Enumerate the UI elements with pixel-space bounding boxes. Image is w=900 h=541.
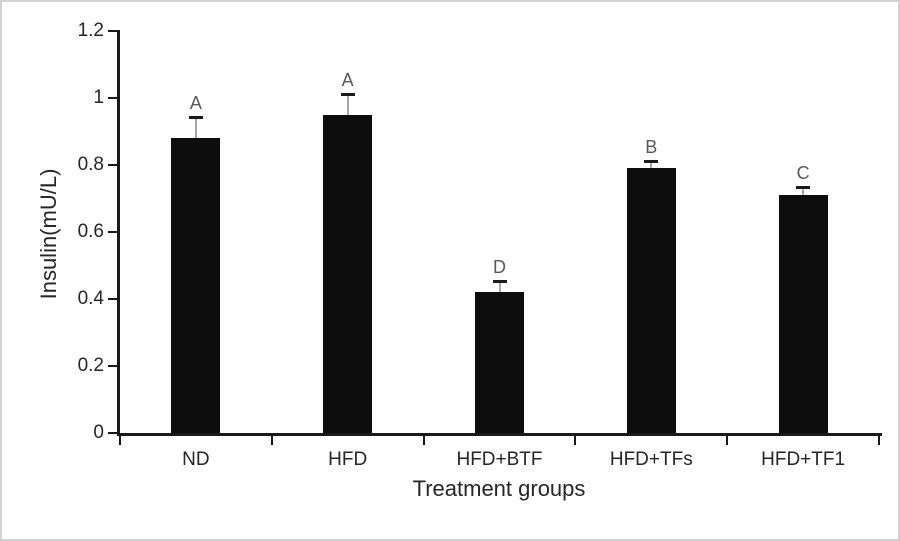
x-axis-tick [574, 436, 577, 445]
error-bar-line [194, 118, 197, 139]
significance-letter: A [189, 93, 202, 114]
y-axis-tick [108, 365, 117, 367]
x-tick-label: HFD+TF1 [761, 449, 846, 470]
y-axis-tick [108, 30, 117, 32]
y-tick-label: 0.6 [77, 221, 104, 242]
bar [626, 168, 676, 433]
significance-letter: B [645, 136, 658, 157]
x-axis-tick [422, 436, 425, 445]
error-bar-line [346, 94, 349, 115]
y-axis-tick [108, 432, 117, 434]
error-bar-cap [188, 116, 203, 120]
y-tick-label: 0.2 [77, 355, 104, 376]
x-axis-tick [726, 436, 729, 445]
error-bar-cap [492, 280, 507, 284]
y-tick-label: 0.8 [77, 154, 104, 175]
x-axis-tick [878, 436, 880, 445]
error-bar-line [498, 282, 501, 293]
significance-letter: D [493, 257, 506, 278]
x-axis-title: Treatment groups [412, 476, 586, 501]
x-tick-label: HFD+BTF [456, 449, 543, 470]
y-tick-label: 0 [93, 422, 104, 443]
bar [323, 114, 373, 433]
y-axis-tick [108, 298, 117, 300]
y-axis-line [117, 30, 120, 436]
error-bar-cap [644, 159, 659, 163]
y-tick-label: 0.4 [77, 288, 104, 309]
y-axis-tick [108, 231, 117, 233]
error-bar-cap [796, 186, 811, 190]
x-axis-line [117, 433, 882, 436]
y-axis-title: Insulin(mU/L) [36, 168, 61, 300]
y-axis-tick [108, 164, 117, 166]
significance-letter: C [796, 163, 810, 184]
x-tick-label: HFD+TFs [609, 449, 693, 470]
error-bar-line [650, 161, 653, 169]
plot-area: 0 0.2 0.4 0.6 0.8 1 1.2 A ND A HFD D HFD+BTF B HFD+TFs… [78, 20, 882, 470]
x-tick-label: ND [182, 449, 210, 470]
bar [778, 195, 828, 433]
bar [475, 292, 524, 433]
x-tick-label: HFD [328, 449, 368, 470]
y-axis-tick [108, 97, 117, 99]
y-tick-label: 1.2 [77, 20, 104, 41]
error-bar-cap [340, 92, 355, 96]
x-axis-tick [119, 436, 121, 445]
error-bar-line [802, 188, 805, 196]
x-axis-tick [270, 436, 273, 445]
significance-letter: A [341, 69, 354, 90]
y-tick-label: 1 [93, 87, 104, 108]
bar [171, 138, 221, 433]
